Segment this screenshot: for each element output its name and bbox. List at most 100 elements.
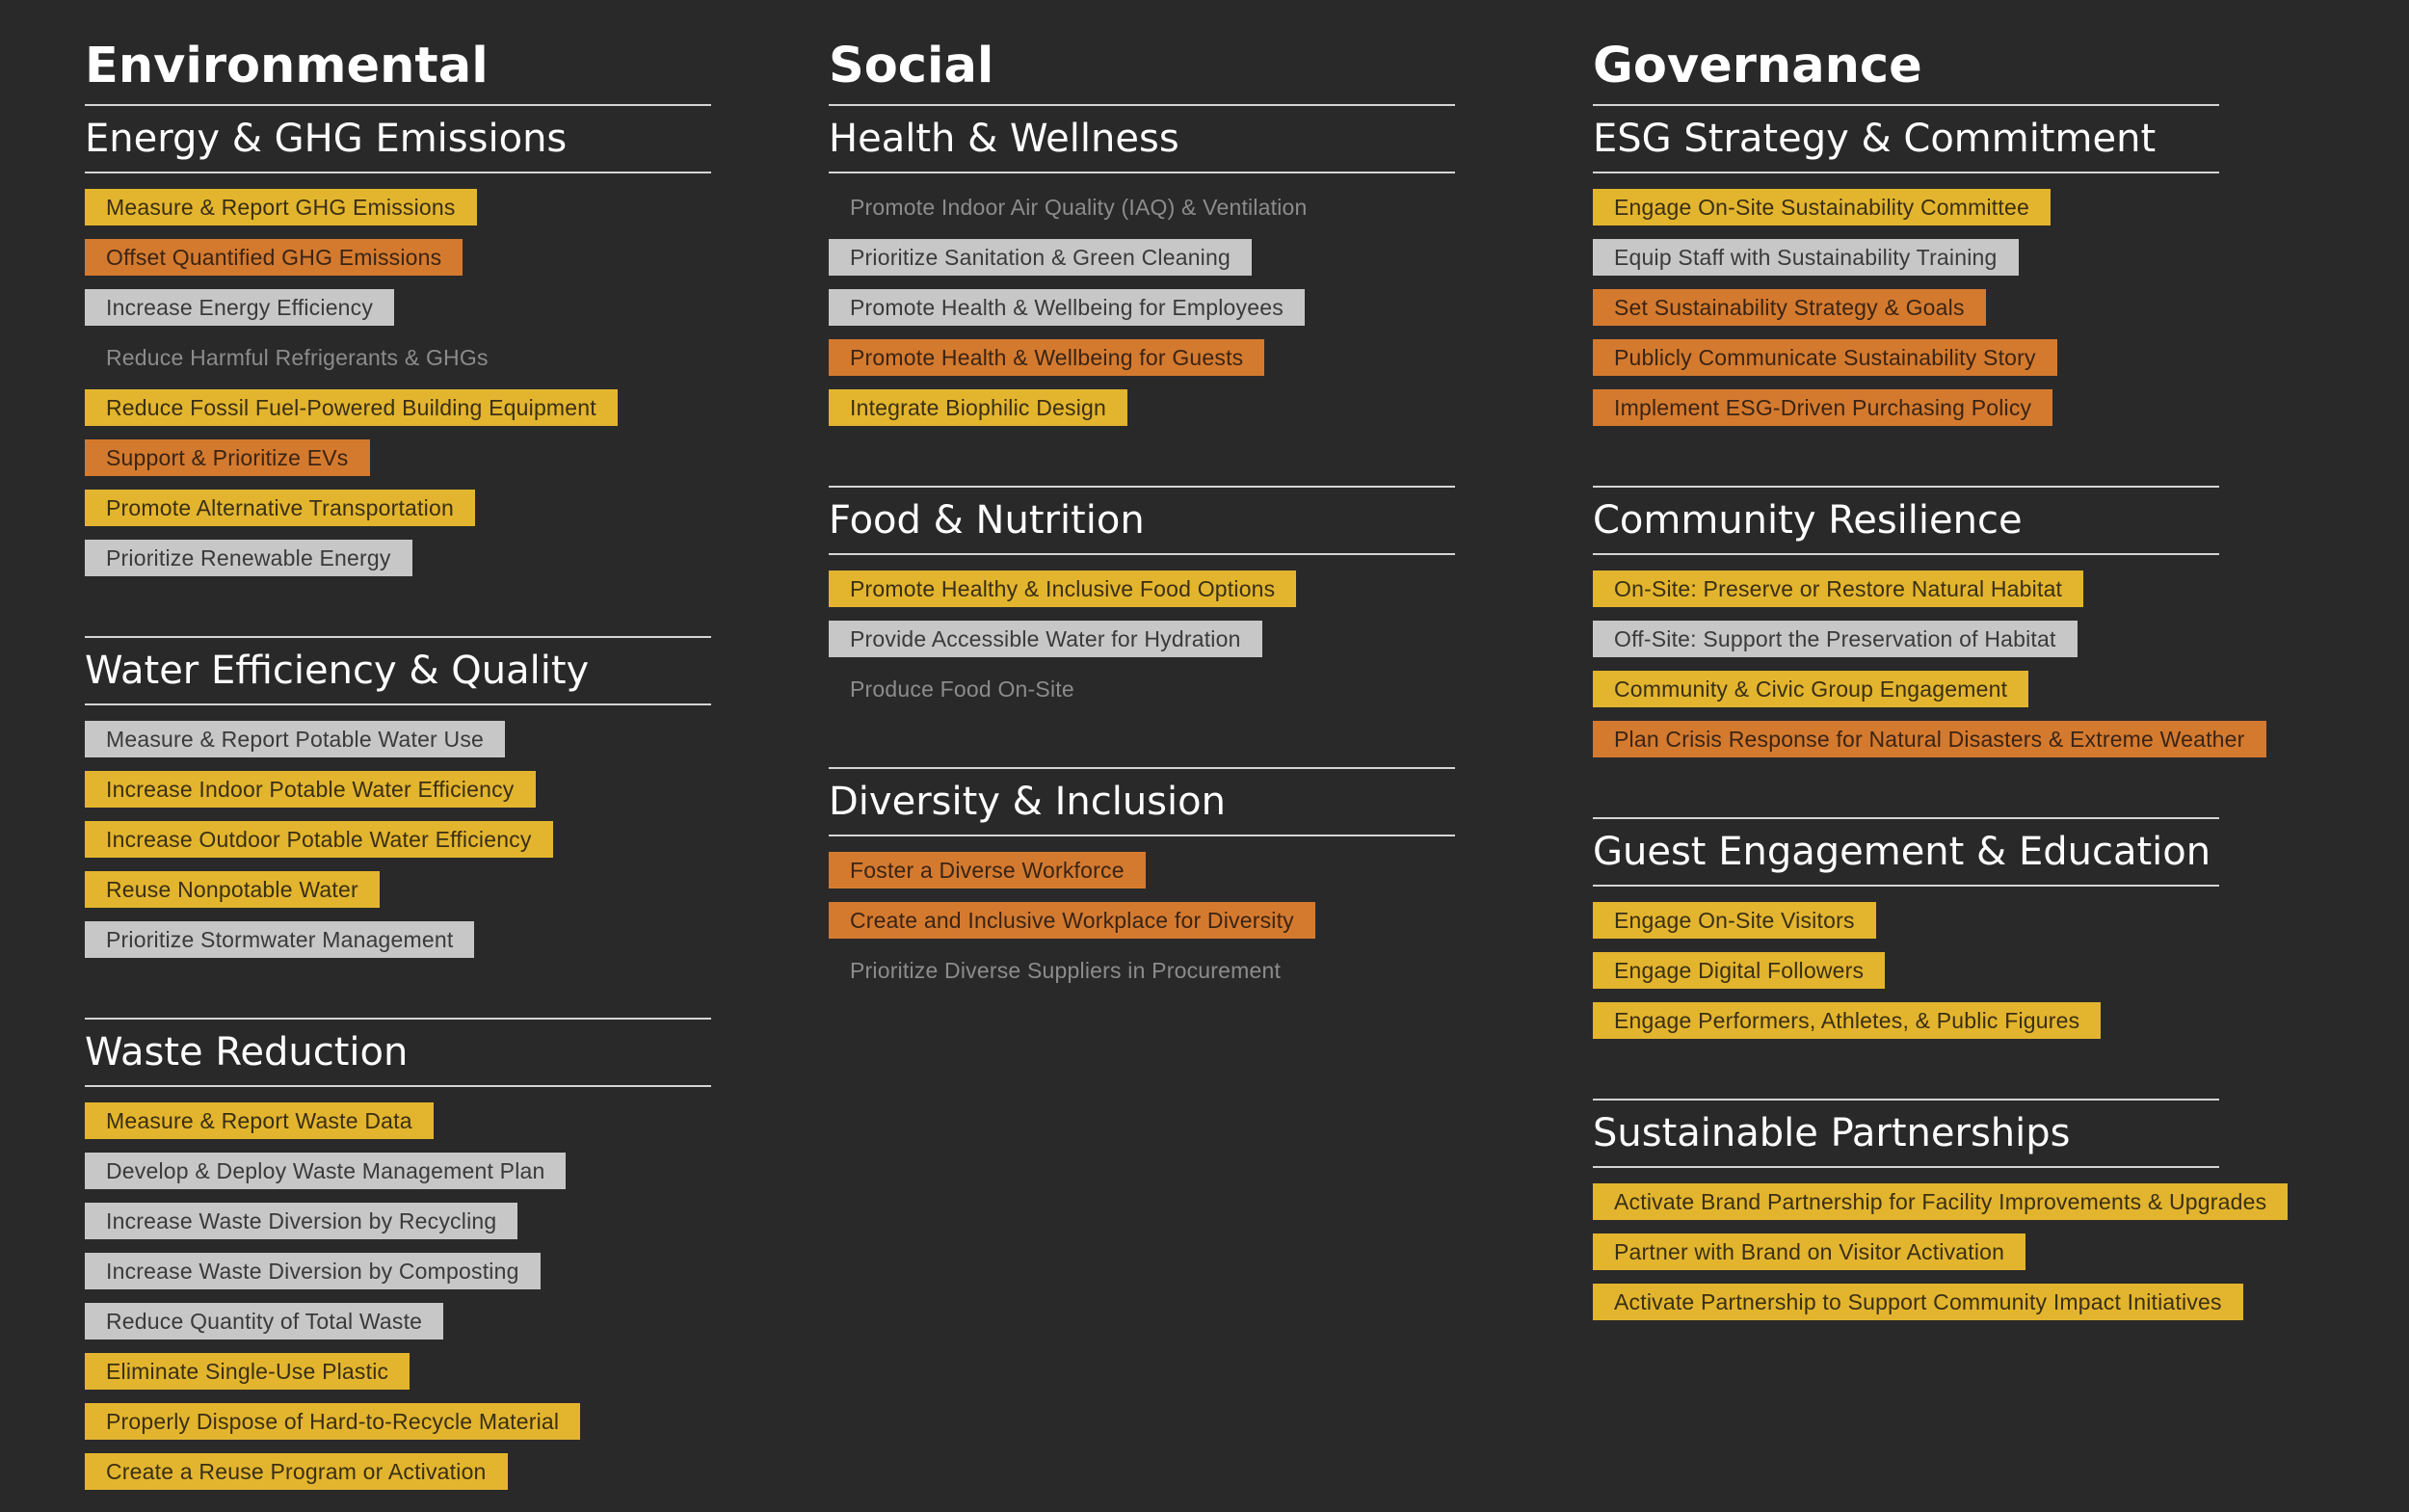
item-label: Create and Inclusive Workplace for Diver… [829,902,1315,939]
item-label: Foster a Diverse Workforce [829,852,1146,889]
item-label: Engage On-Site Visitors [1593,902,1876,939]
list-item: Reuse Nonpotable Water [85,871,711,921]
item-list: Activate Brand Partnership for Facility … [1593,1168,2289,1334]
item-label: Partner with Brand on Visitor Activation [1593,1233,2026,1270]
list-item: Engage Digital Followers [1593,952,2219,1002]
item-label: Increase Indoor Potable Water Efficiency [85,771,536,808]
section-title: Guest Engagement & Education [1593,817,2219,887]
list-item: Publicly Communicate Sustainability Stor… [1593,339,2219,389]
section: Community Resilience On-Site: Preserve or… [1593,486,2266,771]
list-item: Measure & Report GHG Emissions [85,189,711,239]
item-label: Reduce Quantity of Total Waste [85,1303,444,1340]
item-label: Equip Staff with Sustainability Training [1593,239,2019,276]
item-list: Measure & Report Waste Data Develop & Dep… [85,1087,711,1503]
section: Food & Nutrition Promote Healthy & Inclus… [829,486,1455,721]
item-label: Promote Healthy & Inclusive Food Options [829,570,1297,607]
item-label: Publicly Communicate Sustainability Stor… [1593,339,2057,376]
item-label: Increase Outdoor Potable Water Efficienc… [85,821,553,858]
list-item: Reduce Fossil Fuel-Powered Building Equi… [85,389,711,439]
section-title: Food & Nutrition [829,486,1455,555]
item-label: Promote Alternative Transportation [85,490,475,526]
section-title: Community Resilience [1593,486,2219,555]
list-item: Prioritize Renewable Energy [85,540,711,590]
section: Health & Wellness Promote Indoor Air Qual… [829,104,1455,439]
list-item: Foster a Diverse Workforce [829,852,1455,902]
section-title: Sustainable Partnerships [1593,1099,2219,1168]
column-title: Governance [1593,38,1922,94]
item-label: Engage Performers, Athletes, & Public Fi… [1593,1002,2102,1039]
list-item: Engage Performers, Athletes, & Public Fi… [1593,1002,2219,1052]
list-item: Prioritize Diverse Suppliers in Procurem… [829,952,1455,1002]
list-item: Equip Staff with Sustainability Training [1593,239,2219,289]
list-item: Provide Accessible Water for Hydration [829,621,1455,671]
section-title: Waste Reduction [85,1018,711,1087]
list-item: Prioritize Sanitation & Green Cleaning [829,239,1455,289]
list-item: Create and Inclusive Workplace for Diver… [829,902,1455,952]
item-list: Measure & Report GHG Emissions Offset Qua… [85,173,711,590]
list-item: Support & Prioritize EVs [85,439,711,490]
item-label: Support & Prioritize EVs [85,439,370,476]
list-item: Prioritize Stormwater Management [85,921,711,971]
list-item: On-Site: Preserve or Restore Natural Hab… [1593,570,2219,621]
column-governance: Governance ESG Strategy & Commitment Engag… [1593,35,2289,1334]
item-label: Measure & Report Potable Water Use [85,721,506,757]
item-list: On-Site: Preserve or Restore Natural Hab… [1593,555,2266,771]
item-list: Engage On-Site Sustainability Committee E… [1593,173,2219,439]
item-label: Engage Digital Followers [1593,952,1886,989]
list-item: Implement ESG-Driven Purchasing Policy [1593,389,2219,439]
list-item: Develop & Deploy Waste Management Plan [85,1153,711,1203]
list-item: Promote Health & Wellbeing for Employees [829,289,1455,339]
list-item: Properly Dispose of Hard-to-Recycle Mate… [85,1403,711,1453]
item-label: Properly Dispose of Hard-to-Recycle Mate… [85,1403,581,1440]
section-title: Diversity & Inclusion [829,767,1455,836]
item-label: Reduce Harmful Refrigerants & GHGs [106,345,489,370]
section: Waste Reduction Measure & Report Waste Da… [85,1018,711,1503]
list-item: Offset Quantified GHG Emissions [85,239,711,289]
item-label: Integrate Biophilic Design [829,389,1128,426]
column-environmental: Environmental Energy & GHG Emissions Measu… [85,35,711,1503]
item-list: Promote Indoor Air Quality (IAQ) & Venti… [829,173,1455,439]
item-label: Promote Health & Wellbeing for Employees [829,289,1305,326]
list-item: Create a Reuse Program or Activation [85,1453,711,1503]
section: Water Efficiency & Quality Measure & Repo… [85,636,711,971]
item-list: Measure & Report Potable Water Use Increa… [85,705,711,971]
column-title: Social [829,38,994,94]
list-item: Reduce Harmful Refrigerants & GHGs [85,339,711,389]
list-item: Engage On-Site Sustainability Committee [1593,189,2219,239]
item-label: Offset Quantified GHG Emissions [85,239,463,276]
column-title: Environmental [85,38,489,94]
list-item: Activate Partnership to Support Communit… [1593,1284,2243,1334]
section-title: Energy & GHG Emissions [85,104,711,173]
list-item: Measure & Report Waste Data [85,1102,711,1153]
item-label: Prioritize Renewable Energy [85,540,412,576]
item-list: Engage On-Site Visitors Engage Digital Fo… [1593,887,2219,1052]
list-item: Reduce Quantity of Total Waste [85,1303,711,1353]
item-label: Increase Waste Diversion by Recycling [85,1203,518,1239]
item-label: Increase Waste Diversion by Composting [85,1253,541,1289]
list-item: Increase Waste Diversion by Recycling [85,1203,711,1253]
list-item: Promote Indoor Air Quality (IAQ) & Venti… [829,189,1455,239]
section: ESG Strategy & Commitment Engage On-Site … [1593,104,2219,439]
section-title: ESG Strategy & Commitment [1593,104,2219,173]
list-item: Activate Brand Partnership for Facility … [1593,1183,2289,1233]
item-label: Create a Reuse Program or Activation [85,1453,508,1490]
column-social: Social Health & Wellness Promote Indoor Ai… [829,35,1455,1002]
item-label: Prioritize Stormwater Management [85,921,475,958]
item-label: Eliminate Single-Use Plastic [85,1353,410,1390]
list-item: Integrate Biophilic Design [829,389,1455,439]
list-item: Promote Healthy & Inclusive Food Options [829,570,1455,621]
list-item: Off-Site: Support the Preservation of Ha… [1593,621,2219,671]
section-title: Health & Wellness [829,104,1455,173]
item-label: Set Sustainability Strategy & Goals [1593,289,1986,326]
section: Diversity & Inclusion Foster a Diverse Wo… [829,767,1455,1002]
list-item: Increase Waste Diversion by Composting [85,1253,711,1303]
item-label: Promote Health & Wellbeing for Guests [829,339,1265,376]
list-item: Produce Food On-Site [829,671,1455,721]
section: Guest Engagement & Education Engage On-Si… [1593,817,2219,1052]
list-item: Eliminate Single-Use Plastic [85,1353,711,1403]
list-item: Measure & Report Potable Water Use [85,721,711,771]
item-label: Activate Partnership to Support Communit… [1593,1284,2243,1320]
item-label: Develop & Deploy Waste Management Plan [85,1153,567,1189]
item-label: Plan Crisis Response for Natural Disaste… [1593,721,2266,757]
item-label: Prioritize Diverse Suppliers in Procurem… [850,958,1282,983]
